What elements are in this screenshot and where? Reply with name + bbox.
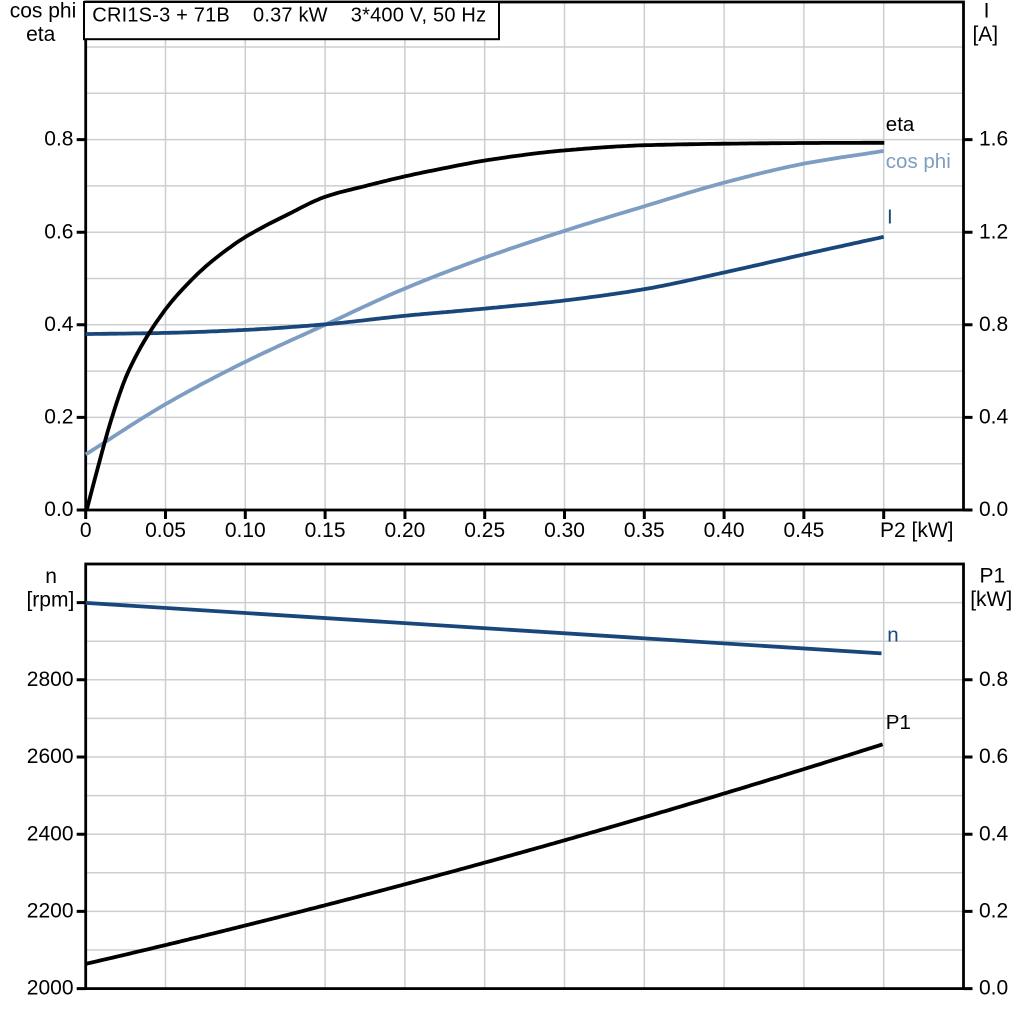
svg-text:CRI1S-3 + 71B 0.37 kW 3*: CRI1S-3 + 71B 0.37 kW 3*400 V, 50 Hz	[92, 5, 486, 27]
svg-text:1.2: 1.2	[979, 220, 1008, 243]
svg-text:P1: P1	[886, 711, 911, 734]
svg-text:0.25: 0.25	[464, 519, 505, 542]
svg-text:2800: 2800	[27, 668, 74, 691]
svg-text:0.2: 0.2	[979, 900, 1008, 923]
svg-text:0.4: 0.4	[979, 822, 1009, 845]
svg-text:P1: P1	[979, 565, 1005, 588]
svg-text:0.15: 0.15	[305, 519, 346, 542]
svg-text:[rpm]: [rpm]	[26, 589, 74, 612]
svg-text:P2 [kW]: P2 [kW]	[880, 519, 954, 542]
svg-text:0.05: 0.05	[145, 519, 186, 542]
svg-text:0.0: 0.0	[979, 498, 1008, 521]
svg-text:0.6: 0.6	[44, 220, 73, 243]
svg-text:2600: 2600	[27, 745, 74, 768]
svg-text:2200: 2200	[27, 900, 74, 923]
svg-text:eta: eta	[886, 113, 915, 136]
svg-text:1.6: 1.6	[979, 128, 1008, 151]
svg-text:eta: eta	[26, 23, 56, 46]
svg-text:0.20: 0.20	[384, 519, 425, 542]
svg-text:[A]: [A]	[972, 23, 998, 46]
svg-text:0.35: 0.35	[624, 519, 665, 542]
svg-text:2400: 2400	[27, 822, 74, 845]
svg-text:n: n	[887, 624, 898, 647]
svg-text:0.2: 0.2	[44, 406, 73, 429]
svg-text:I: I	[984, 0, 990, 22]
svg-text:0.10: 0.10	[225, 519, 266, 542]
svg-text:0.8: 0.8	[44, 128, 73, 151]
svg-text:2000: 2000	[27, 977, 74, 1000]
svg-text:0: 0	[80, 519, 92, 542]
svg-text:0.6: 0.6	[979, 745, 1008, 768]
svg-text:0.8: 0.8	[979, 668, 1008, 691]
svg-text:0.40: 0.40	[704, 519, 745, 542]
svg-text:0.0: 0.0	[44, 498, 73, 521]
svg-text:0.0: 0.0	[979, 977, 1008, 1000]
svg-text:[kW]: [kW]	[970, 588, 1012, 611]
svg-text:0.8: 0.8	[979, 313, 1008, 336]
svg-text:0.45: 0.45	[783, 519, 824, 542]
svg-text:n: n	[45, 565, 57, 588]
svg-text:cos phi: cos phi	[886, 150, 951, 173]
svg-text:cos phi: cos phi	[10, 0, 77, 22]
svg-text:0.4: 0.4	[979, 406, 1009, 429]
svg-text:I: I	[887, 206, 893, 229]
svg-text:0.4: 0.4	[44, 313, 74, 336]
svg-text:0.30: 0.30	[544, 519, 585, 542]
